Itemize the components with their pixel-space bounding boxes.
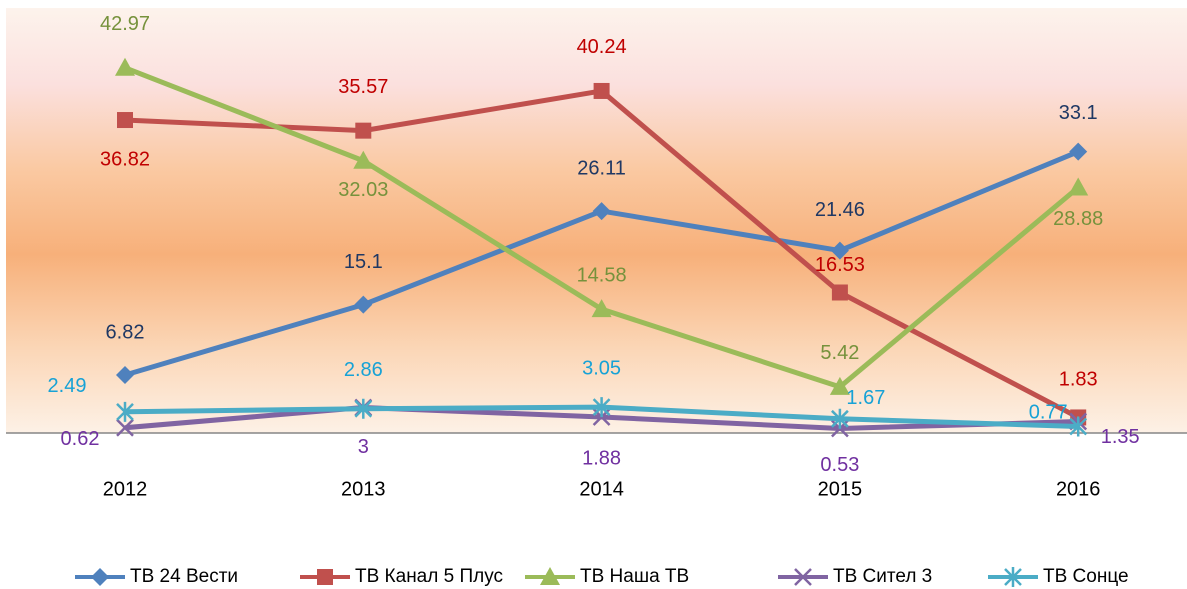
data-label: 40.24 — [577, 36, 627, 58]
legend-label: ТВ Наша ТВ — [580, 566, 689, 587]
data-label: 1.88 — [582, 447, 621, 469]
data-label: 3.05 — [582, 357, 621, 379]
marker — [1069, 142, 1088, 161]
data-label: 2.49 — [48, 375, 87, 397]
legend-marker — [794, 568, 812, 586]
data-label: 0.77 — [1029, 402, 1068, 424]
x-tick-label: 2016 — [1056, 478, 1101, 500]
marker — [116, 418, 134, 437]
marker — [830, 241, 849, 260]
data-label: 3 — [358, 436, 369, 458]
legend-marker — [1004, 567, 1022, 587]
marker — [117, 112, 133, 129]
data-label: 33.1 — [1059, 102, 1098, 124]
data-label: 15.1 — [344, 251, 383, 273]
data-label: 0.53 — [820, 454, 859, 476]
data-label: 1.67 — [846, 387, 885, 409]
data-label: 35.57 — [338, 76, 388, 98]
data-label: 2.86 — [344, 359, 383, 381]
marker — [116, 366, 134, 385]
series — [116, 397, 1088, 437]
data-label: 36.82 — [100, 148, 150, 170]
data-label: 21.46 — [815, 199, 865, 221]
legend-label: ТВ 24 Вести — [130, 566, 238, 587]
series — [116, 142, 1088, 385]
marker — [831, 408, 849, 429]
legend-marker — [317, 569, 333, 585]
marker — [591, 299, 612, 318]
marker — [593, 82, 610, 99]
data-label: 28.88 — [1053, 208, 1103, 230]
marker — [1068, 177, 1089, 196]
data-label: 0.62 — [61, 428, 100, 450]
x-tick-label: 2014 — [579, 478, 624, 500]
legend-label: ТВ Сонце — [1043, 566, 1129, 587]
data-label: 42.97 — [100, 13, 150, 35]
marker — [831, 284, 848, 301]
legend-label: ТВ Канал 5 Плус — [355, 566, 503, 587]
x-tick-label: 2013 — [341, 478, 386, 500]
legend-item: ТВ Канал 5 Плус — [300, 566, 503, 587]
marker — [1069, 416, 1088, 437]
marker — [829, 376, 850, 395]
data-label: 14.58 — [577, 264, 627, 286]
legend-item: ТВ Сонце — [988, 566, 1129, 587]
marker — [354, 398, 373, 419]
marker — [355, 122, 372, 139]
data-label: 6.82 — [106, 321, 145, 343]
legend-marker — [540, 567, 560, 585]
data-label: 1.83 — [1059, 369, 1098, 391]
legend-item: ТВ Сител 3 — [778, 566, 932, 587]
marker — [116, 401, 134, 422]
marker — [115, 57, 135, 76]
legend-label: ТВ Сител 3 — [833, 566, 932, 587]
x-tick-label: 2015 — [818, 478, 863, 500]
legend-item: ТВ 24 Вести — [75, 566, 238, 587]
marker — [592, 202, 611, 221]
marker — [353, 150, 374, 169]
plot-background — [6, 8, 1187, 433]
series — [115, 57, 1089, 395]
marker — [354, 295, 373, 314]
data-label: 16.53 — [815, 254, 865, 276]
data-label: 5.42 — [820, 342, 859, 364]
legend-item: ТВ Наша ТВ — [525, 566, 689, 587]
data-label: 32.03 — [338, 179, 388, 201]
data-label: 1.35 — [1101, 426, 1140, 448]
data-label: 26.11 — [577, 157, 626, 179]
legend-marker — [91, 568, 109, 586]
x-tick-label: 2012 — [103, 478, 148, 500]
marker — [592, 397, 611, 418]
